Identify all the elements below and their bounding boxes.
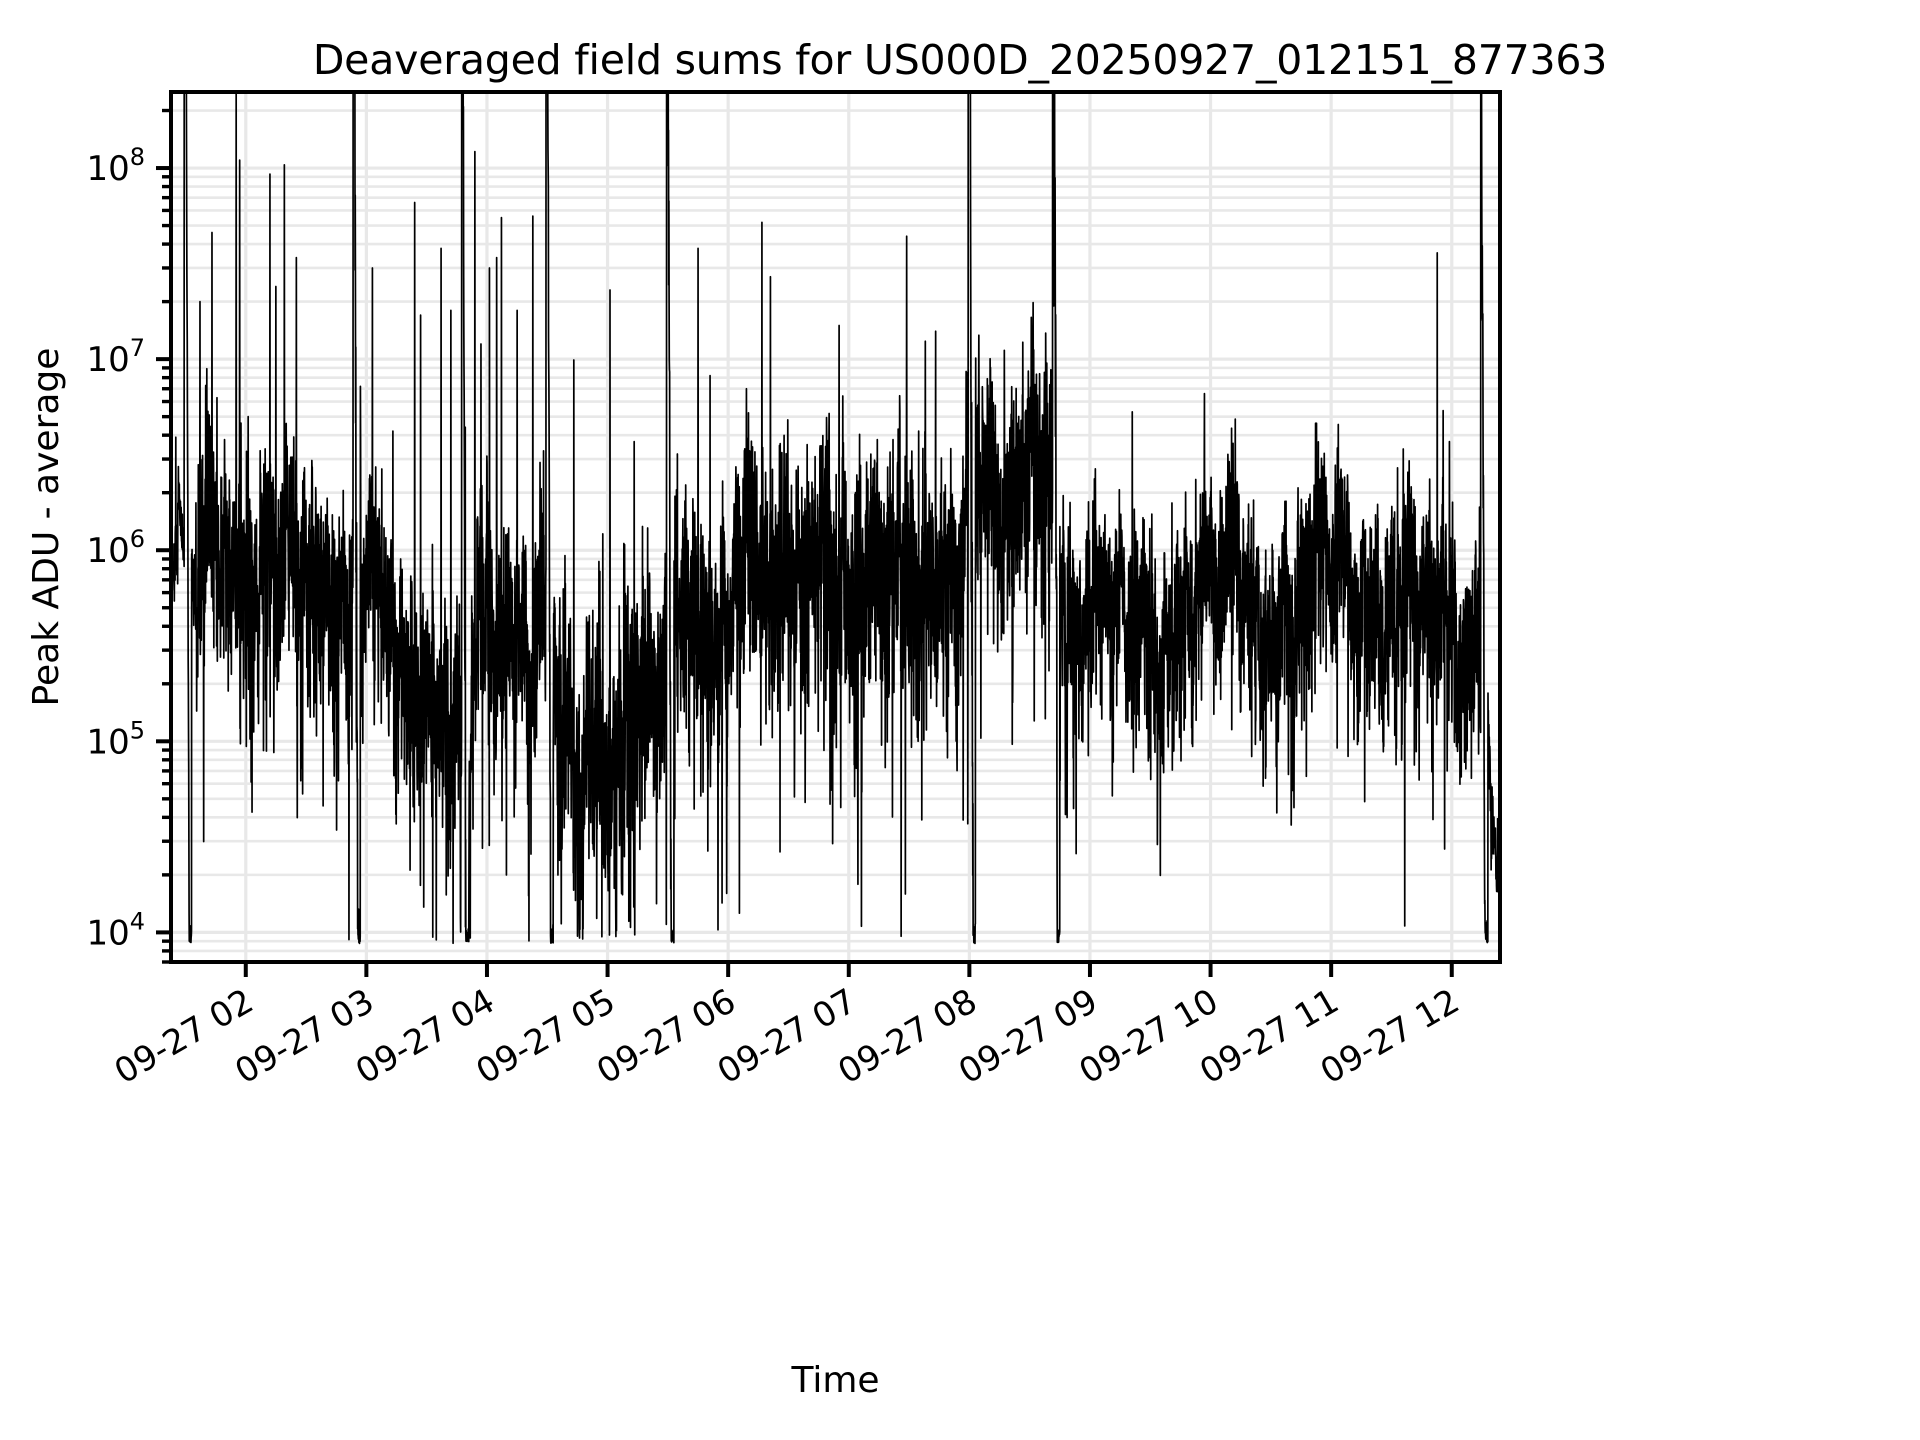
y-tick-label: 108 [86,143,145,189]
chart-title: Deaveraged field sums for US000D_2025092… [312,36,1608,84]
axes-frame [169,90,1502,964]
x-tick-label: 09-27 07 [711,981,863,1092]
x-tick-label: 09-27 02 [108,981,260,1092]
y-tick-label: 104 [86,907,145,953]
data-series [171,92,1500,945]
x-tick-label: 09-27 11 [1193,981,1345,1092]
x-axis-title: Time [790,1360,879,1401]
x-tick-label: 09-27 03 [228,981,380,1092]
x-tick-label: 09-27 04 [349,981,501,1092]
tick-marks [156,108,1454,977]
x-tick-label: 09-27 06 [590,981,742,1092]
y-tick-labels: 104 105 106 107 108 [86,143,145,953]
y-tick-label: 107 [86,334,145,380]
y-axis-title: Peak ADU - average [26,348,67,707]
x-tick-label: 09-27 08 [831,981,983,1092]
x-tick-label: 09-27 12 [1314,981,1466,1092]
x-tick-label: 09-27 05 [470,981,622,1092]
x-tick-label: 09-27 09 [952,981,1104,1092]
x-tick-label: 09-27 10 [1073,981,1225,1092]
y-tick-label: 105 [86,716,145,762]
y-tick-label: 106 [86,525,145,571]
axis-titles: Time Peak ADU - average [26,348,880,1401]
